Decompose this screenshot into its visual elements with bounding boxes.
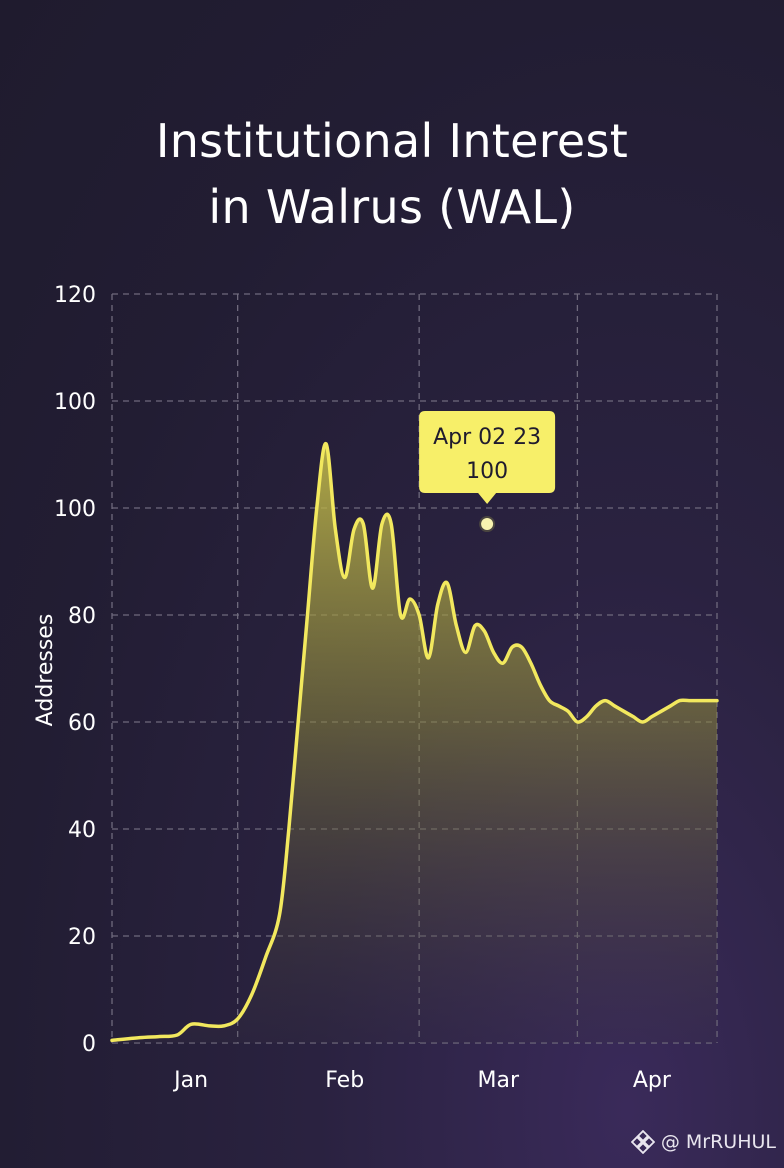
tooltip-date: Apr 02 23: [433, 425, 541, 450]
y-axis-ticks: 0 20 40 60 80 100 100 120: [54, 283, 96, 1057]
series-area: [112, 443, 717, 1043]
y-tick-label: 100: [54, 497, 96, 522]
tooltip-point: [479, 516, 496, 533]
x-tick-label: Feb: [325, 1068, 364, 1093]
tooltip-value: 100: [466, 459, 508, 484]
y-tick-label: 120: [54, 283, 96, 308]
tooltip: Apr 02 23 100: [419, 411, 556, 533]
watermark: @ MrRUHUL: [630, 1130, 776, 1154]
x-tick-label: Apr: [633, 1068, 672, 1093]
y-tick-label: 100: [54, 390, 96, 415]
y-tick-label: 20: [68, 925, 96, 950]
x-tick-label: Jan: [172, 1068, 208, 1093]
x-tick-label: Mar: [478, 1068, 520, 1093]
series-line: [110, 442, 719, 1043]
y-axis-label: Addresses: [33, 614, 58, 727]
watermark-text: @ MrRUHUL: [660, 1131, 776, 1153]
chart-title-line-1: Institutional Interest: [155, 114, 629, 168]
y-tick-label: 40: [68, 818, 96, 843]
binance-logo-icon: [630, 1130, 655, 1154]
y-tick-label: 60: [68, 711, 96, 736]
chart-title: Institutional Interest in Walrus (WAL): [0, 108, 784, 240]
chart-title-line-2: in Walrus (WAL): [208, 180, 576, 234]
tooltip-box: [419, 411, 556, 505]
y-tick-label: 80: [68, 604, 96, 629]
x-axis-ticks: Jan Feb Mar Apr: [172, 1068, 672, 1093]
y-tick-label: 0: [82, 1032, 96, 1057]
